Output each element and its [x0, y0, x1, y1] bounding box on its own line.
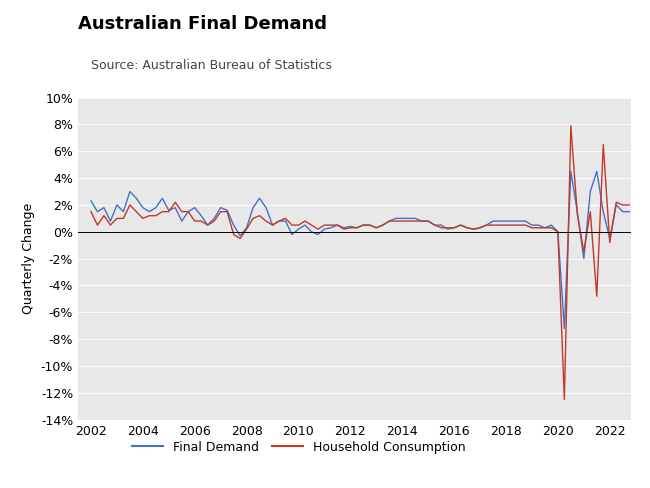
Final Demand	[567, 168, 575, 174]
Final Demand	[87, 198, 95, 204]
Line: Household Consumption: Household Consumption	[91, 126, 629, 400]
Household Consumption	[560, 397, 568, 403]
Final Demand	[625, 209, 633, 215]
Household Consumption	[353, 225, 361, 231]
Legend: Final Demand, Household Consumption: Final Demand, Household Consumption	[127, 435, 471, 459]
Household Consumption	[94, 222, 101, 228]
Y-axis label: Quarterly Change: Quarterly Change	[22, 203, 35, 314]
Final Demand	[560, 325, 568, 331]
Household Consumption	[120, 216, 127, 222]
Final Demand	[495, 218, 503, 224]
Final Demand	[353, 225, 361, 231]
Final Demand	[120, 209, 127, 215]
Text: BUSINESS: BUSINESS	[505, 66, 561, 76]
Household Consumption	[327, 222, 335, 228]
Text: MACRO: MACRO	[502, 38, 564, 53]
Household Consumption	[87, 209, 95, 215]
Final Demand	[327, 225, 335, 231]
Text: Source: Australian Bureau of Statistics: Source: Australian Bureau of Statistics	[91, 59, 332, 72]
Household Consumption	[625, 202, 633, 208]
Final Demand	[521, 218, 529, 224]
Household Consumption	[495, 222, 503, 228]
Household Consumption	[567, 123, 575, 129]
Text: Australian Final Demand: Australian Final Demand	[78, 15, 327, 33]
Final Demand	[94, 209, 101, 215]
Line: Final Demand: Final Demand	[91, 171, 629, 328]
Household Consumption	[521, 222, 529, 228]
